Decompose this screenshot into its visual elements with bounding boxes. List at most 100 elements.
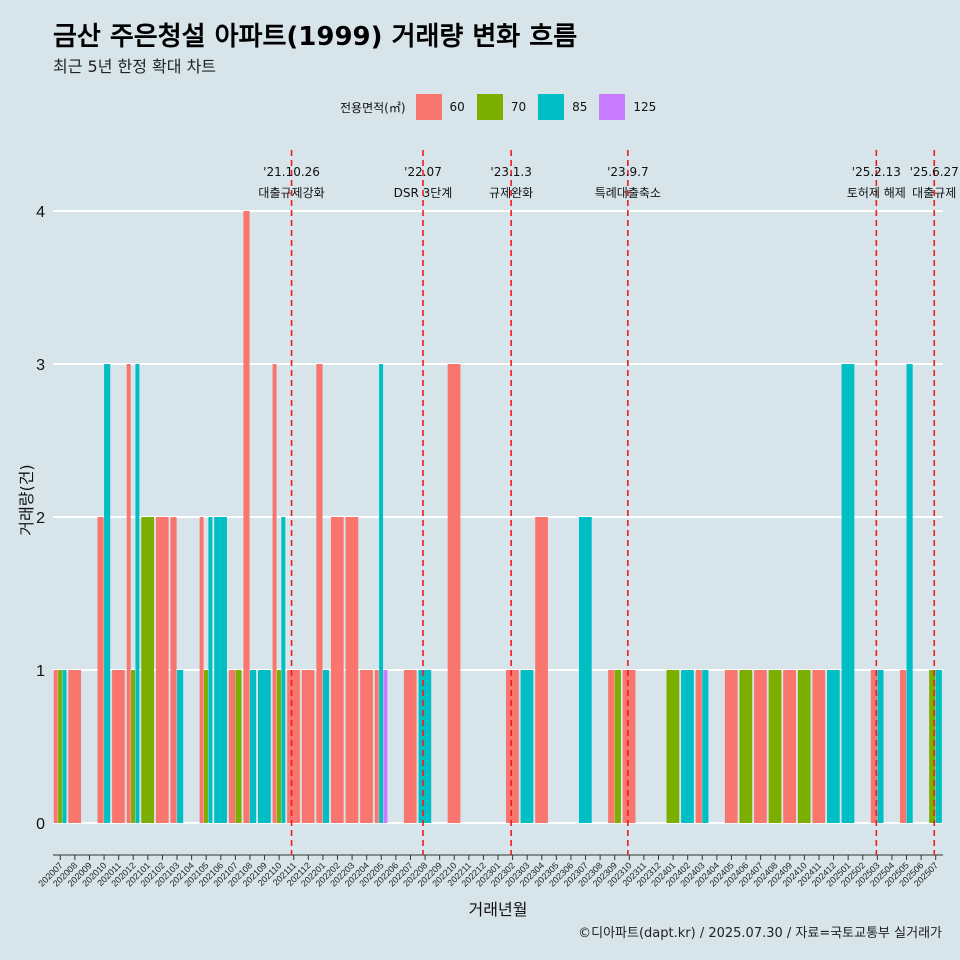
bar-85-202307 xyxy=(578,517,592,823)
legend-swatch-70 xyxy=(476,94,503,120)
legend-label-85: 85 xyxy=(572,100,588,114)
event-date-5: '25.6.27 xyxy=(910,165,959,179)
bar-60-202207 xyxy=(403,670,417,823)
event-label-3: 특례대출축소 xyxy=(595,186,661,200)
bar-85-202503 xyxy=(877,670,884,823)
legend-swatch-60 xyxy=(415,94,442,120)
bar-60-202112 xyxy=(301,670,315,823)
event-date-4: '25.2.13 xyxy=(852,165,901,179)
bar-85-202010 xyxy=(104,364,111,823)
event-date-3: '23.9.7 xyxy=(607,165,648,179)
bar-60-202202 xyxy=(330,517,344,823)
bar-85-202201 xyxy=(322,670,330,823)
event-label-4: 토허제 해제 xyxy=(847,186,906,200)
event-label-0: 대출규제강화 xyxy=(258,186,324,200)
bar-60-202103 xyxy=(170,517,177,823)
bar-60-202403 xyxy=(695,670,702,823)
event-date-0: '21.10.26 xyxy=(263,165,320,179)
bar-85-202007 xyxy=(62,670,67,823)
bar-60-202203 xyxy=(345,517,359,823)
y-tick-label: 3 xyxy=(36,357,45,374)
bar-85-202507 xyxy=(935,670,942,823)
y-tick-label: 0 xyxy=(36,816,45,833)
bar-60-202407 xyxy=(754,670,767,823)
bar-60-202411 xyxy=(812,670,826,823)
bar-60-202302 xyxy=(506,670,519,823)
bar-85-202402 xyxy=(681,670,694,823)
bar-60-202503 xyxy=(870,670,877,823)
bar-60-202205 xyxy=(374,670,379,823)
legend-swatch-85 xyxy=(538,94,565,120)
bar-85-202103 xyxy=(177,670,184,823)
bar-60-202405 xyxy=(724,670,738,823)
bar-70-202107 xyxy=(235,670,242,823)
bar-125-202205 xyxy=(383,670,388,823)
bar-60-202304 xyxy=(535,517,548,823)
bar-60-202105 xyxy=(199,517,204,823)
bar-70-202410 xyxy=(797,670,811,823)
legend-label-70: 70 xyxy=(510,100,527,114)
bar-70-202012 xyxy=(131,670,136,823)
bar-85-202403 xyxy=(702,670,709,823)
chart-subtitle: 최근 5년 한정 확대 차트 xyxy=(53,57,217,76)
bar-85-202108 xyxy=(249,670,257,823)
bar-70-202507 xyxy=(929,670,936,823)
bar-60-202201 xyxy=(316,364,323,823)
bar-85-202110 xyxy=(281,517,286,823)
bar-85-202106 xyxy=(214,517,227,823)
legend-item-125: 125 xyxy=(599,94,656,120)
event-label-1: DSR 3단계 xyxy=(394,186,453,200)
bar-85-202303 xyxy=(520,670,534,823)
event-date-1: '22.07 xyxy=(404,165,442,179)
bar-70-202408 xyxy=(768,670,782,823)
bar-85-202501 xyxy=(841,364,855,823)
legend-swatch-125 xyxy=(599,94,626,120)
bar-60-202409 xyxy=(783,670,796,823)
bar-70-202406 xyxy=(739,670,753,823)
event-label-2: 규제완화 xyxy=(489,186,533,200)
bar-60-202108 xyxy=(243,211,250,823)
bar-85-202109 xyxy=(257,670,271,823)
bar-85-202208 xyxy=(418,670,432,823)
x-axis-title: 거래년월 xyxy=(469,900,528,919)
bar-60-202310 xyxy=(622,670,636,823)
legend-item-60: 60 xyxy=(415,94,465,120)
bar-85-202205 xyxy=(379,364,384,823)
bar-85-202412 xyxy=(827,670,840,823)
bar-85-202105 xyxy=(208,517,213,823)
bar-85-202012 xyxy=(135,364,140,823)
bar-60-202010 xyxy=(97,517,104,823)
bar-60-202007 xyxy=(53,670,58,823)
bar-70-202101 xyxy=(141,517,155,823)
bar-60-202102 xyxy=(155,517,169,823)
bar-70-202007 xyxy=(58,670,63,823)
bar-60-202107 xyxy=(228,670,235,823)
bar-60-202008 xyxy=(68,670,82,823)
bar-60-202204 xyxy=(360,670,373,823)
chart-title: 금산 주은청설 아파트(1999) 거래량 변화 흐름 xyxy=(53,22,578,52)
bar-85-202505 xyxy=(906,364,913,823)
legend-item-85: 85 xyxy=(538,94,587,120)
legend: 전용면적(㎡) 60 70 85 125 xyxy=(340,93,668,121)
bar-60-202011 xyxy=(112,670,125,823)
legend-label-60: 60 xyxy=(449,100,465,114)
bar-70-202110 xyxy=(276,670,281,823)
source-caption: ©디아파트(dapt.kr) / 2025.07.30 / 자료=국토교통부 실… xyxy=(578,926,942,941)
bar-60-202110 xyxy=(272,364,277,823)
y-tick-label: 4 xyxy=(36,204,45,221)
legend-label-125: 125 xyxy=(633,100,657,114)
y-axis-title: 거래량(건) xyxy=(17,464,36,535)
bar-60-202309 xyxy=(608,670,615,823)
legend-title: 전용면적(㎡) xyxy=(340,100,406,115)
bar-60-202210 xyxy=(447,364,461,823)
bar-60-202111 xyxy=(287,670,300,823)
legend-item-70: 70 xyxy=(476,94,527,120)
bar-70-202105 xyxy=(204,670,208,823)
bar-60-202505 xyxy=(899,670,907,823)
bar-70-202401 xyxy=(666,670,680,823)
event-date-2: '23.1.3 xyxy=(490,165,531,179)
event-label-5: 대출규제 xyxy=(912,186,956,200)
y-tick-label: 2 xyxy=(36,510,45,527)
bar-70-202309 xyxy=(614,670,621,823)
